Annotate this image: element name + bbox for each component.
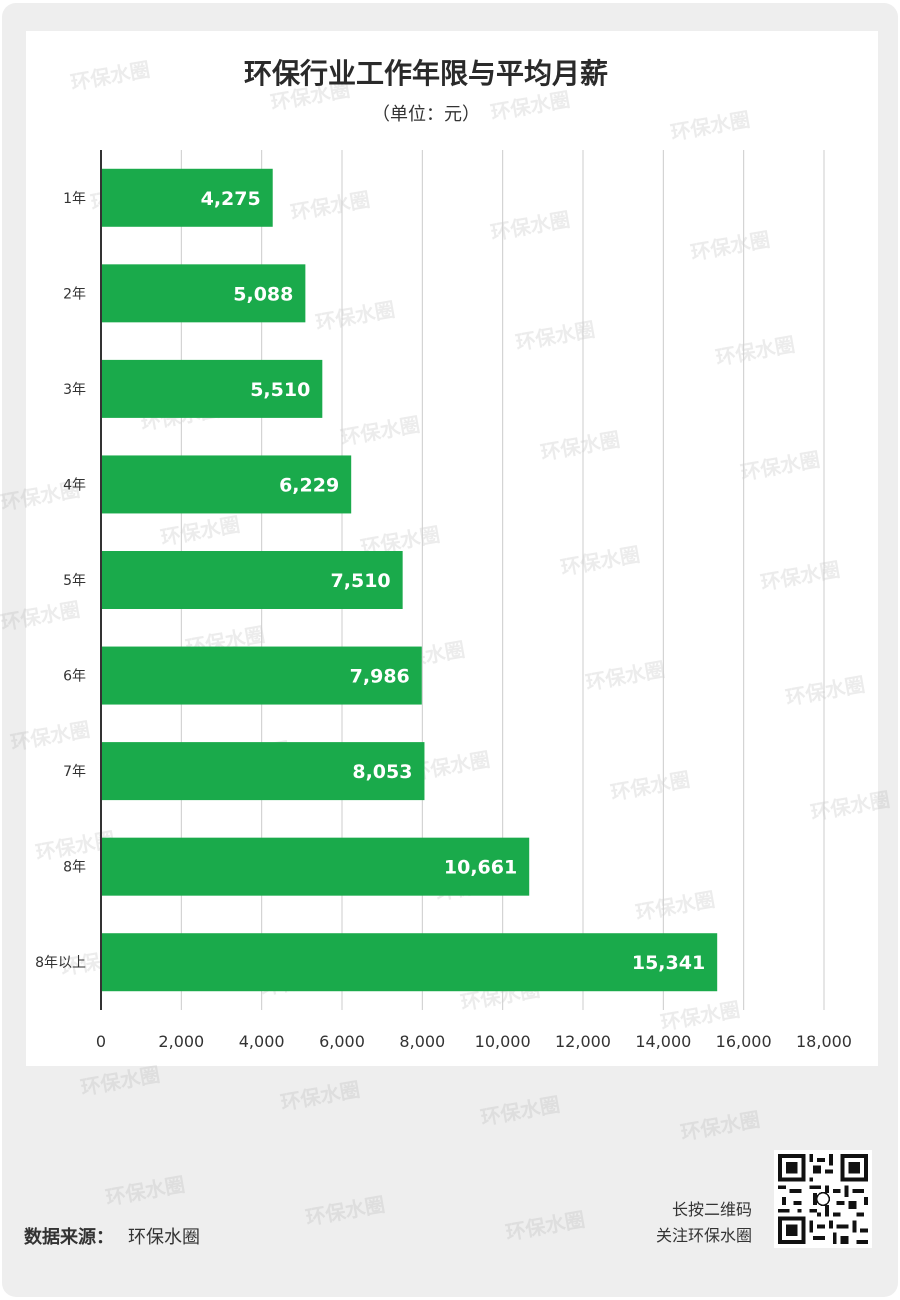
category-label: 1年 xyxy=(63,191,86,207)
bar xyxy=(101,264,306,323)
bar-value-label: 10,661 xyxy=(444,857,517,879)
bar-value-label: 4,275 xyxy=(201,188,261,210)
bar-value-label: 15,341 xyxy=(632,952,705,974)
bar xyxy=(101,742,425,801)
x-tick-label: 4,000 xyxy=(239,1032,285,1051)
x-tick-label: 16,000 xyxy=(716,1032,772,1051)
category-label: 5年 xyxy=(63,573,86,589)
chart-unit-subtitle: （单位：元） xyxy=(372,104,480,125)
qr-caption-line2: 关注环保水圈 xyxy=(655,1226,752,1245)
bar xyxy=(101,168,273,227)
bar-value-label: 8,053 xyxy=(352,761,412,783)
chart-title: 环保行业工作年限与平均月薪 xyxy=(243,57,608,90)
qr-caption: 长按二维码 关注环保水圈 xyxy=(656,1197,752,1249)
category-label: 8年 xyxy=(63,860,86,876)
bar xyxy=(101,837,530,896)
bar xyxy=(101,646,422,705)
x-tick-label: 2,000 xyxy=(158,1032,204,1051)
x-tick-label: 10,000 xyxy=(475,1032,531,1051)
qr-code-icon[interactable] xyxy=(774,1150,872,1248)
category-label: 3年 xyxy=(63,382,86,398)
data-source-value: 环保水圈 xyxy=(128,1227,200,1248)
x-tick-label: 6,000 xyxy=(319,1032,365,1051)
category-label: 7年 xyxy=(63,764,86,780)
bar xyxy=(101,359,323,418)
x-tick-label: 0 xyxy=(96,1032,106,1051)
category-label: 4年 xyxy=(63,477,86,493)
x-tick-label: 18,000 xyxy=(796,1032,852,1051)
x-tick-label: 12,000 xyxy=(555,1032,611,1051)
category-label: 2年 xyxy=(63,286,86,302)
x-tick-label: 8,000 xyxy=(399,1032,445,1051)
bar-value-label: 6,229 xyxy=(279,474,339,496)
bar-value-label: 7,986 xyxy=(350,666,410,688)
category-label: 6年 xyxy=(63,669,86,685)
bar xyxy=(101,455,352,514)
bar-value-label: 5,088 xyxy=(233,283,293,305)
category-label: 8年以上 xyxy=(35,955,86,971)
data-source: 数据来源： 环保水圈 xyxy=(24,1223,200,1249)
data-source-label: 数据来源： xyxy=(24,1227,114,1248)
bar xyxy=(101,551,403,609)
bar-value-label: 5,510 xyxy=(250,379,310,401)
bar-value-label: 7,510 xyxy=(331,570,391,592)
x-tick-label: 14,000 xyxy=(635,1032,691,1051)
bar xyxy=(101,933,718,992)
qr-caption-line1: 长按二维码 xyxy=(671,1200,752,1219)
